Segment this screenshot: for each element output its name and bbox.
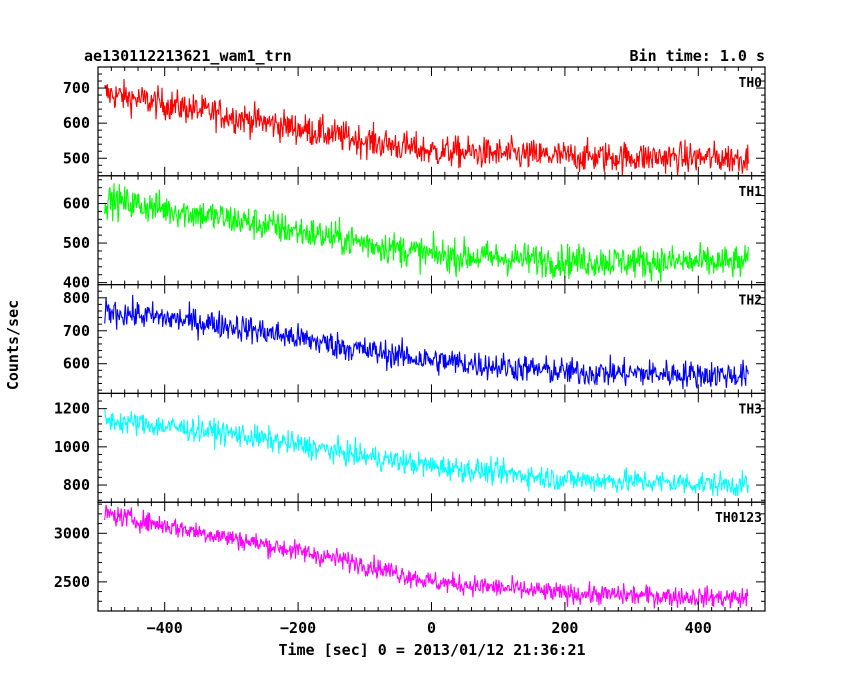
x-tick-label: 200 bbox=[551, 619, 578, 637]
panel-frame-th1 bbox=[97, 175, 766, 286]
y-tick-label: 3000 bbox=[54, 524, 90, 542]
panel-label-th2: TH2 bbox=[739, 294, 762, 309]
panel-frame-th3 bbox=[97, 392, 766, 503]
y-axis-label: Counts/sec bbox=[4, 300, 22, 390]
y-tick-label: 400 bbox=[63, 274, 90, 292]
y-tick-label: 500 bbox=[63, 149, 90, 167]
x-tick-label: −200 bbox=[280, 619, 316, 637]
x-axis-label: Time [sec] 0 = 2013/01/12 21:36:21 bbox=[278, 641, 585, 659]
series-line-th2 bbox=[104, 294, 749, 390]
chart-title: ae130112213621_wam1_trn bbox=[84, 47, 292, 65]
panels-group: 500 600 700 TH0 400 500 600 TH1 600 700 800 TH2 800 1… bbox=[54, 66, 766, 637]
series-line-th1 bbox=[104, 183, 749, 283]
y-tick-label: 800 bbox=[63, 289, 90, 307]
y-tick-label: 600 bbox=[63, 355, 90, 373]
series-line-th0123 bbox=[104, 504, 749, 609]
y-tick-label: 600 bbox=[63, 114, 90, 132]
panel-label-th0: TH0 bbox=[739, 76, 763, 91]
panel-label-th1: TH1 bbox=[739, 185, 763, 200]
bin-time-label: Bin time: 1.0 s bbox=[630, 47, 765, 65]
x-tick-label: −400 bbox=[147, 619, 183, 637]
series-line-th3 bbox=[104, 409, 749, 497]
x-tick-label: 0 bbox=[427, 619, 436, 637]
y-tick-label: 800 bbox=[63, 476, 90, 494]
y-tick-label: 700 bbox=[63, 322, 90, 340]
y-tick-label: 1200 bbox=[54, 400, 90, 418]
y-tick-label: 700 bbox=[63, 79, 90, 97]
x-tick-label: 400 bbox=[685, 619, 712, 637]
y-tick-label: 2500 bbox=[54, 573, 90, 591]
y-tick-label: 600 bbox=[63, 194, 90, 212]
series-line-th0 bbox=[104, 78, 749, 176]
y-tick-label: 500 bbox=[63, 234, 90, 252]
panel-label-th3: TH3 bbox=[739, 402, 762, 417]
y-tick-label: 1000 bbox=[54, 438, 90, 456]
panel-label-th0123: TH0123 bbox=[715, 511, 762, 526]
